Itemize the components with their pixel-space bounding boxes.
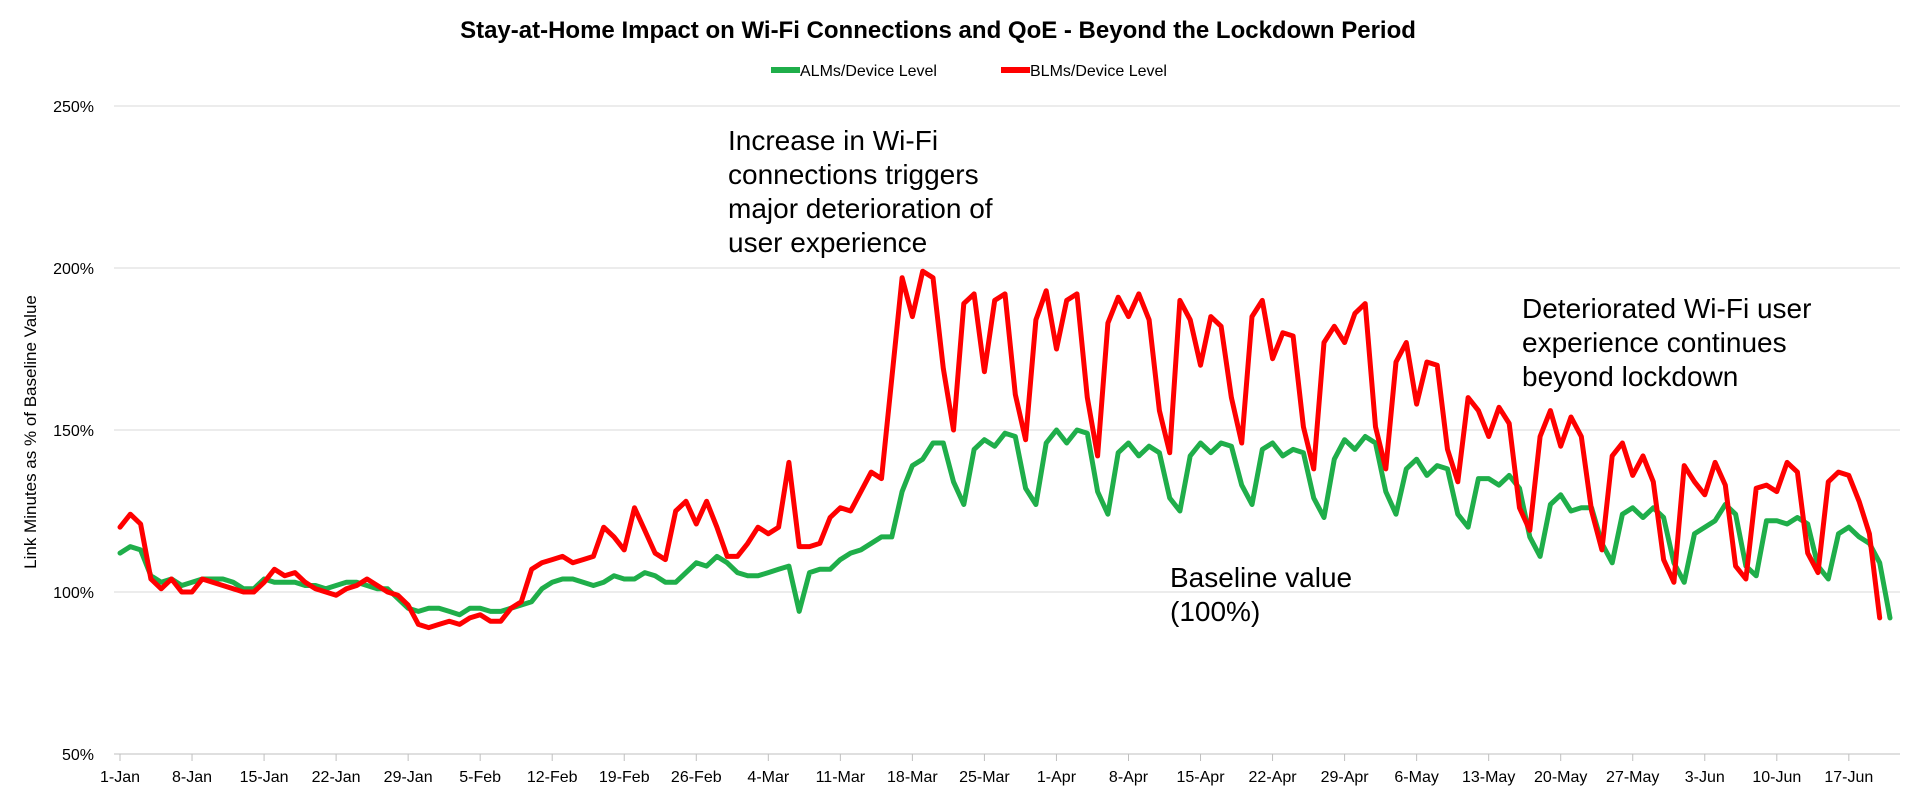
annotation-increase: Increase in Wi-Fi connections triggers maj…: [728, 125, 993, 258]
annotation-line: experience continues: [1522, 327, 1787, 358]
x-tick-label: 18-Mar: [887, 769, 938, 786]
series-line-blms: [117, 268, 1883, 631]
y-axis-label: Link Minutes as % of Baseline Value: [21, 295, 40, 569]
legend: ALMs/Device Level BLMs/Device Level: [771, 63, 1167, 80]
x-tick-label: 22-Apr: [1249, 769, 1298, 786]
y-tick-label: 50%: [62, 747, 94, 764]
annotation-line: (100%): [1170, 596, 1260, 627]
legend-label-alms: ALMs/Device Level: [800, 63, 937, 80]
x-tick-label: 29-Jan: [384, 769, 433, 786]
y-tick-label: 200%: [53, 261, 94, 278]
x-tick-label: 26-Feb: [671, 769, 722, 786]
annotation-line: beyond lockdown: [1522, 361, 1738, 392]
annotation-deteriorated: Deteriorated Wi-Fi user experience contin…: [1522, 293, 1811, 392]
x-tick-label: 11-Mar: [816, 769, 866, 786]
x-tick-label: 13-May: [1462, 769, 1515, 786]
x-tick-label: 15-Apr: [1177, 769, 1226, 786]
y-tick-label: 100%: [53, 585, 94, 602]
x-tick-label: 29-Apr: [1321, 769, 1370, 786]
x-tick-label: 19-Feb: [599, 769, 650, 786]
x-axis: 1-Jan 8-Jan 15-Jan 22-Jan 29-Jan 5-Feb 12-Feb 1…: [100, 754, 1873, 786]
x-tick-label: 1-Apr: [1037, 769, 1077, 786]
annotation-line: user experience: [728, 227, 927, 258]
x-tick-label: 6-May: [1394, 769, 1438, 786]
x-tick-label: 8-Jan: [172, 769, 212, 786]
series-lines: [117, 268, 1893, 631]
x-tick-label: 4-Mar: [747, 769, 789, 786]
annotation-line: Baseline value: [1170, 562, 1352, 593]
y-axis-ticks: 50% 100% 150% 200% 250%: [53, 99, 94, 764]
x-tick-label: 27-May: [1606, 769, 1659, 786]
x-tick-label: 12-Feb: [527, 769, 578, 786]
annotation-line: major deterioration of: [728, 193, 993, 224]
legend-label-blms: BLMs/Device Level: [1030, 63, 1167, 80]
chart-title: Stay-at-Home Impact on Wi-Fi Connections…: [460, 17, 1416, 44]
x-tick-label: 22-Jan: [312, 769, 361, 786]
x-tick-label: 10-Jun: [1752, 769, 1801, 786]
annotation-line: connections triggers: [728, 159, 979, 190]
x-tick-label: 3-Jun: [1685, 769, 1725, 786]
x-tick-label: 5-Feb: [459, 769, 501, 786]
annotation-line: Deteriorated Wi-Fi user: [1522, 293, 1811, 324]
x-tick-label: 17-Jun: [1824, 769, 1873, 786]
x-tick-label: 8-Apr: [1109, 769, 1149, 786]
x-tick-label: 1-Jan: [100, 769, 140, 786]
x-tick-label: 15-Jan: [240, 769, 289, 786]
annotation-baseline: Baseline value (100%): [1170, 562, 1352, 627]
gridlines: [114, 105, 1900, 755]
x-tick-label: 25-Mar: [959, 769, 1010, 786]
annotation-line: Increase in Wi-Fi: [728, 125, 938, 156]
y-tick-label: 250%: [53, 99, 94, 116]
y-tick-label: 150%: [53, 423, 94, 440]
x-tick-label: 20-May: [1534, 769, 1587, 786]
